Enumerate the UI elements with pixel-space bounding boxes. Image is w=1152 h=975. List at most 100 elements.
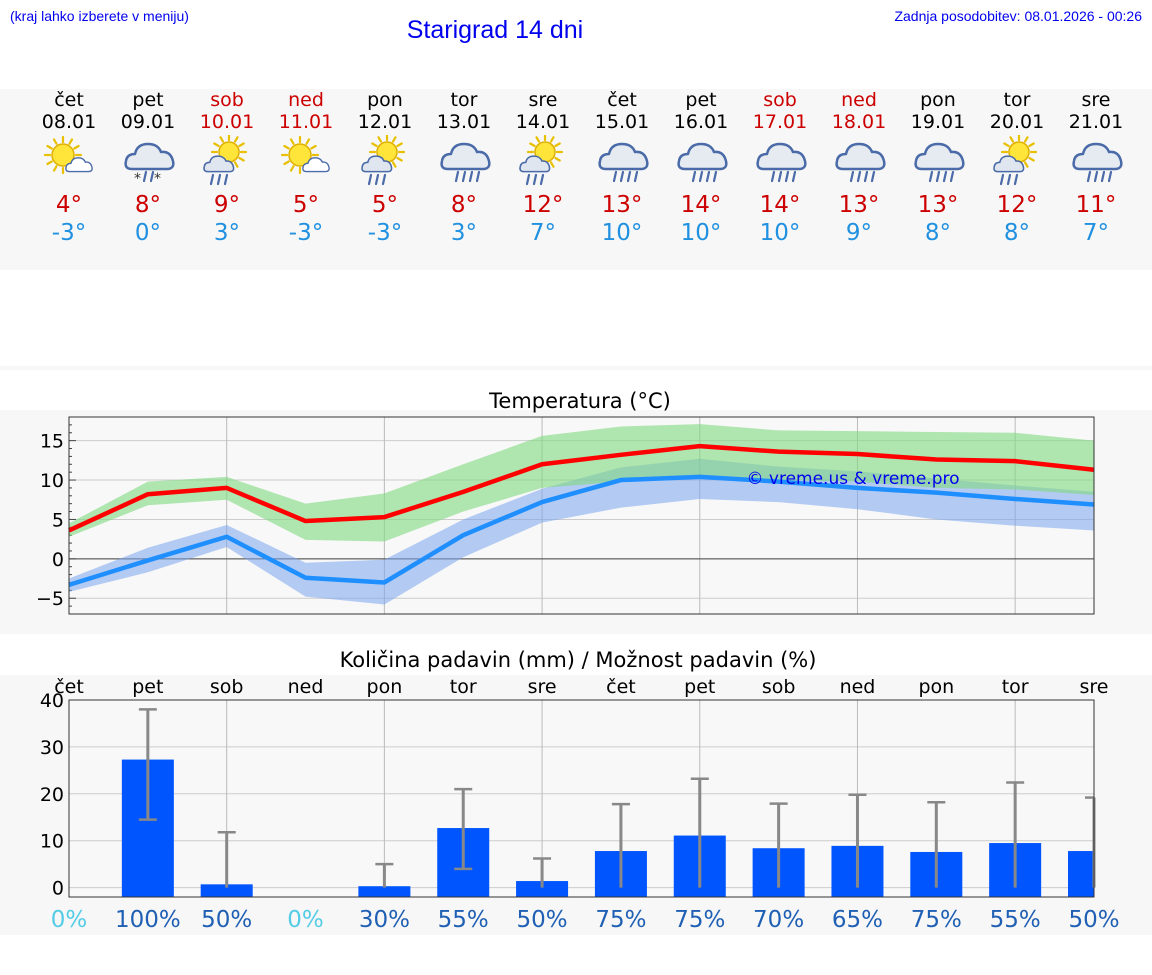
min-temperature: -3° <box>51 220 87 246</box>
y-tick-label: 10 <box>40 470 64 492</box>
max-temperature: 14° <box>759 192 801 218</box>
day-column: tor 13.01 8° 3° <box>424 89 504 247</box>
max-temperature: 4° <box>55 192 83 218</box>
day-name: sob <box>210 89 244 111</box>
day-date: 15.01 <box>594 111 650 133</box>
day-column: pet 09.01 * * 8° 0° <box>108 89 188 247</box>
category-label: ned <box>840 676 876 698</box>
category-label: sob <box>210 676 244 698</box>
min-temperature: 7° <box>1082 220 1110 246</box>
watermark: © vreme.us & vreme.pro <box>746 469 959 489</box>
max-temperature: 8° <box>450 192 478 218</box>
page-title: Starigrad 14 dni <box>406 16 584 44</box>
precipitation-probability: 30% <box>359 907 410 933</box>
day-date: 09.01 <box>120 111 176 133</box>
y-tick-label: 0 <box>52 878 64 900</box>
y-tick-label: 15 <box>40 431 64 453</box>
day-column: ned 18.01 13° 9° <box>819 89 899 247</box>
y-tick-label: 0 <box>52 549 64 571</box>
min-temperature: 10° <box>759 220 801 246</box>
temperature-frame <box>68 416 1095 615</box>
category-label: ned <box>288 676 324 698</box>
day-column: čet 08.01 4° -3° <box>29 89 109 247</box>
precipitation-bar <box>200 884 253 897</box>
cloud-rain-icon <box>424 133 504 191</box>
precipitation-probability: 55% <box>990 907 1041 933</box>
min-temperature: 10° <box>601 220 643 246</box>
max-temperature: 11° <box>1075 192 1117 218</box>
precipitation-probability: 0% <box>51 907 88 933</box>
day-date: 21.01 <box>1068 111 1124 133</box>
precipitation-probability: 50% <box>201 907 252 933</box>
max-temperature: 8° <box>134 192 162 218</box>
min-temperature-band <box>69 458 1094 605</box>
day-date: 20.01 <box>989 111 1045 133</box>
day-name: pet <box>685 89 717 111</box>
day-column: pon 19.01 13° 8° <box>898 89 978 247</box>
svg-text:*: * <box>154 171 161 187</box>
precipitation-probability: 75% <box>595 907 646 933</box>
day-date: 14.01 <box>515 111 571 133</box>
max-temperature: 13° <box>838 192 880 218</box>
day-name: ned <box>288 89 324 111</box>
day-name: sre <box>528 89 558 111</box>
min-temperature: -3° <box>288 220 324 246</box>
cloud-rain-icon <box>1056 133 1136 191</box>
cloud-rain-icon <box>582 133 662 191</box>
precipitation-probability: 75% <box>674 907 725 933</box>
day-column: ned 11.01 5° -3° <box>266 89 346 247</box>
min-temperature: 7° <box>529 220 557 246</box>
max-temperature-line <box>68 443 1095 533</box>
cloud-rain-icon <box>898 133 978 191</box>
sun-cloud-rain-icon <box>503 133 583 191</box>
day-name: tor <box>450 89 478 111</box>
category-label: pet <box>132 676 163 698</box>
temperature-chart-title: Temperatura (°C) <box>488 389 671 413</box>
category-label: čet <box>54 676 84 698</box>
precipitation-probability: 100% <box>115 907 181 933</box>
precipitation-probability: 0% <box>287 907 324 933</box>
y-tick-label: 5 <box>52 509 64 531</box>
location-hint-link[interactable]: (kraj lahko izberete v meniju) <box>10 8 189 24</box>
min-temperature-line <box>68 474 1095 587</box>
last-updated: Zadnja posodobitev: 08.01.2026 - 00:26 <box>894 8 1142 24</box>
day-name: čet <box>54 89 84 111</box>
precipitation-bar <box>1068 851 1094 897</box>
max-temperature: 5° <box>292 192 320 218</box>
day-column: sob 17.01 14° 10° <box>740 89 820 247</box>
cloud-rain-icon <box>819 133 899 191</box>
day-date: 12.01 <box>357 111 413 133</box>
day-name: tor <box>1003 89 1031 111</box>
sun-cloud-rain-icon <box>187 133 267 191</box>
max-temperature: 12° <box>996 192 1038 218</box>
day-name: pon <box>920 89 956 111</box>
day-name: pet <box>132 89 164 111</box>
min-temperature: 10° <box>680 220 722 246</box>
day-column: čet 15.01 13° 10° <box>582 89 662 247</box>
y-tick-label: 30 <box>40 737 64 759</box>
category-label: sre <box>528 676 557 698</box>
day-date: 17.01 <box>752 111 808 133</box>
day-name: sob <box>763 89 797 111</box>
category-label: pon <box>918 676 954 698</box>
category-label: čet <box>606 676 636 698</box>
day-date: 08.01 <box>41 111 97 133</box>
precipitation-bar <box>516 881 569 897</box>
min-temperature: 3° <box>213 220 241 246</box>
max-temperature: 9° <box>213 192 241 218</box>
category-label: sre <box>1080 676 1109 698</box>
day-name: pon <box>367 89 403 111</box>
day-name: sre <box>1081 89 1111 111</box>
precipitation-probability: 55% <box>438 907 489 933</box>
precipitation-chart-title: Količina padavin (mm) / Možnost padavin … <box>340 648 817 672</box>
day-column: pon 12.01 5° -3° <box>345 89 425 247</box>
y-tick-label: −5 <box>36 588 64 610</box>
max-temperature: 5° <box>371 192 399 218</box>
category-label: pet <box>684 676 715 698</box>
day-date: 13.01 <box>436 111 492 133</box>
category-label: tor <box>1002 676 1029 698</box>
max-temperature: 14° <box>680 192 722 218</box>
category-label: pon <box>367 676 403 698</box>
day-date: 16.01 <box>673 111 729 133</box>
